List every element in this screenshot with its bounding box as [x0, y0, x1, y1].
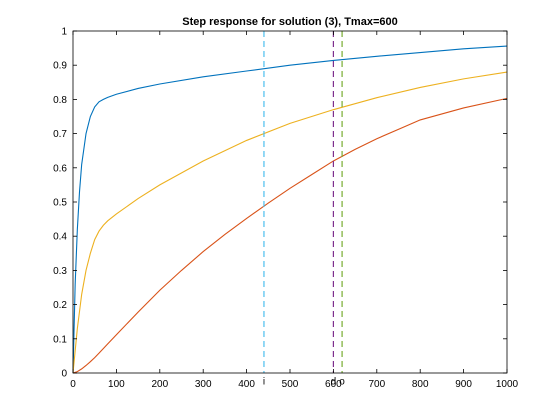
y-tick-label: 0.3 — [53, 266, 67, 277]
series-line-2 — [72, 71, 508, 374]
x-tick-label: 0 — [70, 379, 76, 390]
x-tick-label: 700 — [368, 379, 385, 390]
x-tick-label: 300 — [195, 379, 212, 390]
y-tick-label: 0.4 — [53, 232, 67, 243]
marker-label-3: o — [339, 376, 345, 387]
x-tick-label: 200 — [151, 379, 168, 390]
x-tick-label: 1000 — [496, 379, 519, 390]
marker-label-1: i — [263, 376, 265, 387]
y-tick-label: 0.2 — [53, 300, 67, 311]
y-tick-label: 0.1 — [53, 334, 67, 345]
y-tick-label: 0.9 — [53, 61, 67, 72]
y-tick-label: 0.6 — [53, 163, 67, 174]
x-tick-label: 900 — [455, 379, 472, 390]
series-line-1 — [72, 45, 508, 374]
x-tick-label: 400 — [238, 379, 255, 390]
y-tick-label: 0 — [61, 369, 67, 380]
x-tick-label: 100 — [108, 379, 125, 390]
x-tick-label: 500 — [282, 379, 299, 390]
y-tick-label: 1 — [61, 27, 67, 38]
y-tick-label: 0.7 — [53, 129, 67, 140]
series-line-3 — [72, 97, 508, 374]
x-tick-label: 800 — [412, 379, 429, 390]
chart-title: Step response for solution (3), Tmax=600 — [182, 16, 397, 28]
y-tick-label: 0.5 — [53, 198, 67, 209]
marker-label-2: d — [331, 376, 337, 387]
y-tick-label: 0.8 — [53, 95, 67, 106]
plot-area: i d o 0 100 200 300 400 500 600 700 800 900 1000 0 0.1 0… — [53, 27, 518, 391]
x-tick-label: 600 — [325, 379, 342, 390]
